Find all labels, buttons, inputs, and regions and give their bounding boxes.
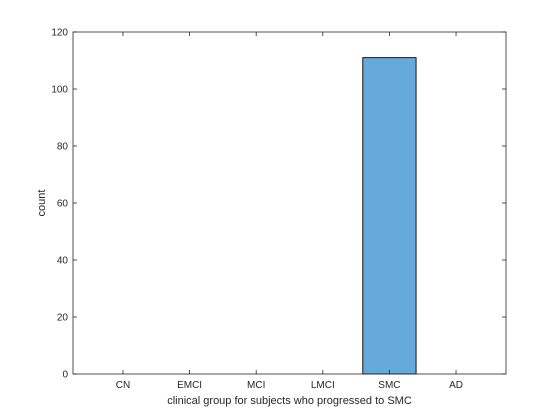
x-tick-label: AD <box>449 380 463 391</box>
x-axis-label: clinical group for subjects who progress… <box>167 395 412 407</box>
x-tick-label: MCI <box>247 380 265 391</box>
y-tick-label: 80 <box>57 142 69 153</box>
ticks-group: CN EMCI MCI LMCI SMC AD 0 20 40 60 80 100 120 <box>51 28 506 391</box>
y-axis-label: count <box>36 190 48 217</box>
x-tick-label: SMC <box>378 380 400 391</box>
y-tick-label: 120 <box>51 28 68 39</box>
x-tick-label: CN <box>116 380 130 391</box>
bar-smc <box>362 57 417 375</box>
y-tick-label: 0 <box>62 370 68 381</box>
x-tick-label: EMCI <box>177 380 202 391</box>
y-tick-label: 60 <box>57 199 69 210</box>
x-tick-label: LMCI <box>311 380 335 391</box>
y-tick-label: 40 <box>57 256 69 267</box>
y-tick-label: 100 <box>51 85 68 96</box>
plot-area <box>73 32 506 374</box>
bars-group <box>362 57 417 375</box>
plot-frame <box>72 31 507 375</box>
y-tick-label: 20 <box>57 313 69 324</box>
